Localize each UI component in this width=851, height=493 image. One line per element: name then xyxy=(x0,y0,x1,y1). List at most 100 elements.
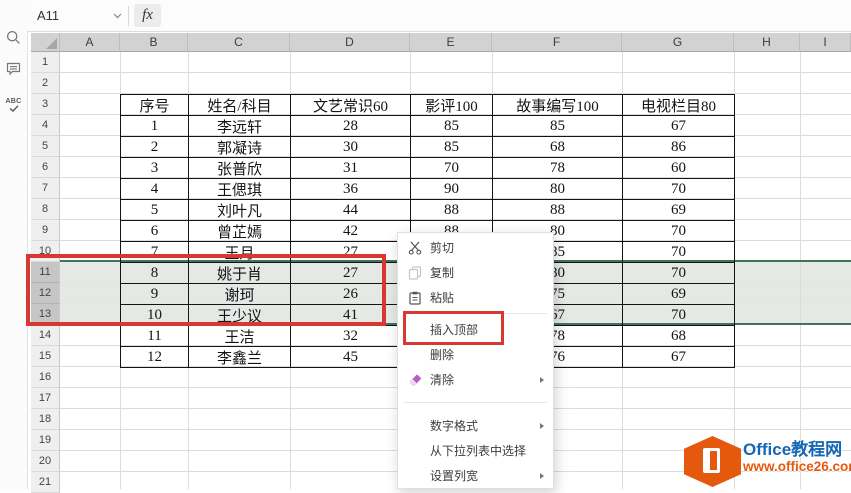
clear-menu-item[interactable]: 清除 xyxy=(398,367,553,392)
column-header-B[interactable]: B xyxy=(120,33,188,52)
table-cell[interactable]: 3 xyxy=(121,158,189,179)
table-cell[interactable]: 67 xyxy=(623,347,735,368)
table-cell[interactable]: 王洁 xyxy=(189,326,291,347)
table-cell[interactable]: 2 xyxy=(121,137,189,158)
table-cell[interactable]: 11 xyxy=(121,326,189,347)
table-cell[interactable]: 85 xyxy=(493,116,623,137)
delete-menu-item[interactable]: 删除 xyxy=(398,342,553,367)
table-cell[interactable]: 4 xyxy=(121,179,189,200)
row-header-21[interactable]: 21 xyxy=(31,472,60,493)
set-column-width-menu-item[interactable]: 设置列宽 xyxy=(398,463,553,488)
row-header-1[interactable]: 1 xyxy=(31,52,60,73)
column-header-G[interactable]: G xyxy=(622,33,734,52)
table-cell[interactable]: 郭凝诗 xyxy=(189,137,291,158)
number-format-menu-item[interactable]: 数字格式 xyxy=(398,413,553,438)
table-cell[interactable]: 44 xyxy=(291,200,411,221)
column-header-A[interactable]: A xyxy=(60,33,120,52)
row-header-15[interactable]: 15 xyxy=(31,346,60,367)
row-header-19[interactable]: 19 xyxy=(31,430,60,451)
table-header-cell[interactable]: 姓名/科目 xyxy=(189,95,291,116)
table-cell[interactable]: 12 xyxy=(121,347,189,368)
table-cell[interactable]: 60 xyxy=(623,158,735,179)
select-all-corner[interactable] xyxy=(31,33,60,52)
row-header-2[interactable]: 2 xyxy=(31,73,60,94)
spellcheck-icon[interactable]: ABC xyxy=(0,92,27,118)
row-header-11[interactable]: 11 xyxy=(31,262,60,283)
table-cell[interactable]: 谢珂 xyxy=(189,284,291,305)
copy-menu-item[interactable]: 复制 xyxy=(398,260,553,285)
fx-icon[interactable]: fx xyxy=(134,4,161,27)
table-cell[interactable]: 28 xyxy=(291,116,411,137)
table-cell[interactable]: 70 xyxy=(623,305,735,326)
table-cell[interactable]: 68 xyxy=(493,137,623,158)
table-cell[interactable]: 32 xyxy=(291,326,411,347)
table-cell[interactable]: 姚于肖 xyxy=(189,263,291,284)
table-cell[interactable]: 69 xyxy=(623,284,735,305)
column-header-I[interactable]: I xyxy=(800,33,851,52)
row-header-6[interactable]: 6 xyxy=(31,157,60,178)
table-cell[interactable]: 80 xyxy=(493,179,623,200)
row-header-16[interactable]: 16 xyxy=(31,367,60,388)
table-cell[interactable]: 王偲琪 xyxy=(189,179,291,200)
table-cell[interactable]: 86 xyxy=(623,137,735,158)
name-box[interactable]: A11 xyxy=(27,1,128,31)
column-header-E[interactable]: E xyxy=(410,33,492,52)
chevron-down-icon[interactable] xyxy=(113,13,122,19)
search-icon[interactable] xyxy=(0,24,27,50)
column-header-H[interactable]: H xyxy=(734,33,800,52)
table-cell[interactable]: 70 xyxy=(623,179,735,200)
table-cell[interactable]: 88 xyxy=(411,200,493,221)
table-header-cell[interactable]: 故事编写100 xyxy=(493,95,623,116)
table-cell[interactable]: 85 xyxy=(411,137,493,158)
table-cell[interactable]: 70 xyxy=(623,242,735,263)
table-cell[interactable]: 30 xyxy=(291,137,411,158)
row-header-5[interactable]: 5 xyxy=(31,136,60,157)
table-cell[interactable]: 曾芷嫣 xyxy=(189,221,291,242)
row-header-7[interactable]: 7 xyxy=(31,178,60,199)
table-cell[interactable]: 李远轩 xyxy=(189,116,291,137)
table-cell[interactable]: 李鑫兰 xyxy=(189,347,291,368)
paste-menu-item[interactable]: 粘贴 xyxy=(398,285,553,310)
row-header-4[interactable]: 4 xyxy=(31,115,60,136)
table-header-cell[interactable]: 电视栏目80 xyxy=(623,95,735,116)
column-header-C[interactable]: C xyxy=(188,33,290,52)
table-cell[interactable]: 1 xyxy=(121,116,189,137)
table-cell[interactable]: 6 xyxy=(121,221,189,242)
row-header-3[interactable]: 3 xyxy=(31,94,60,115)
table-cell[interactable]: 90 xyxy=(411,179,493,200)
table-cell[interactable]: 88 xyxy=(493,200,623,221)
table-cell[interactable]: 85 xyxy=(411,116,493,137)
row-header-9[interactable]: 9 xyxy=(31,220,60,241)
pick-from-dropdown-menu-item[interactable]: 从下拉列表中选择 xyxy=(398,438,553,463)
table-cell[interactable]: 8 xyxy=(121,263,189,284)
table-cell[interactable]: 70 xyxy=(623,221,735,242)
row-header-14[interactable]: 14 xyxy=(31,325,60,346)
table-cell[interactable]: 张普欣 xyxy=(189,158,291,179)
row-header-8[interactable]: 8 xyxy=(31,199,60,220)
table-cell[interactable]: 31 xyxy=(291,158,411,179)
formula-input[interactable] xyxy=(161,1,851,30)
table-cell[interactable]: 69 xyxy=(623,200,735,221)
table-cell[interactable]: 42 xyxy=(291,221,411,242)
row-header-18[interactable]: 18 xyxy=(31,409,60,430)
table-header-cell[interactable]: 影评100 xyxy=(411,95,493,116)
table-header-cell[interactable]: 文艺常识60 xyxy=(291,95,411,116)
comment-icon[interactable] xyxy=(0,56,27,82)
insert-top-menu-item[interactable]: 插入顶部 xyxy=(398,317,553,342)
table-cell[interactable]: 刘叶凡 xyxy=(189,200,291,221)
row-header-12[interactable]: 12 xyxy=(31,283,60,304)
table-cell[interactable]: 36 xyxy=(291,179,411,200)
row-header-17[interactable]: 17 xyxy=(31,388,60,409)
table-cell[interactable]: 9 xyxy=(121,284,189,305)
column-header-F[interactable]: F xyxy=(492,33,622,52)
table-cell[interactable]: 7 xyxy=(121,242,189,263)
cut-menu-item[interactable]: 剪切 xyxy=(398,235,553,260)
table-cell[interactable]: 70 xyxy=(623,263,735,284)
row-header-20[interactable]: 20 xyxy=(31,451,60,472)
table-header-cell[interactable]: 序号 xyxy=(121,95,189,116)
table-cell[interactable]: 45 xyxy=(291,347,411,368)
table-cell[interactable]: 67 xyxy=(623,116,735,137)
table-cell[interactable]: 5 xyxy=(121,200,189,221)
table-cell[interactable]: 78 xyxy=(493,158,623,179)
table-cell[interactable]: 68 xyxy=(623,326,735,347)
